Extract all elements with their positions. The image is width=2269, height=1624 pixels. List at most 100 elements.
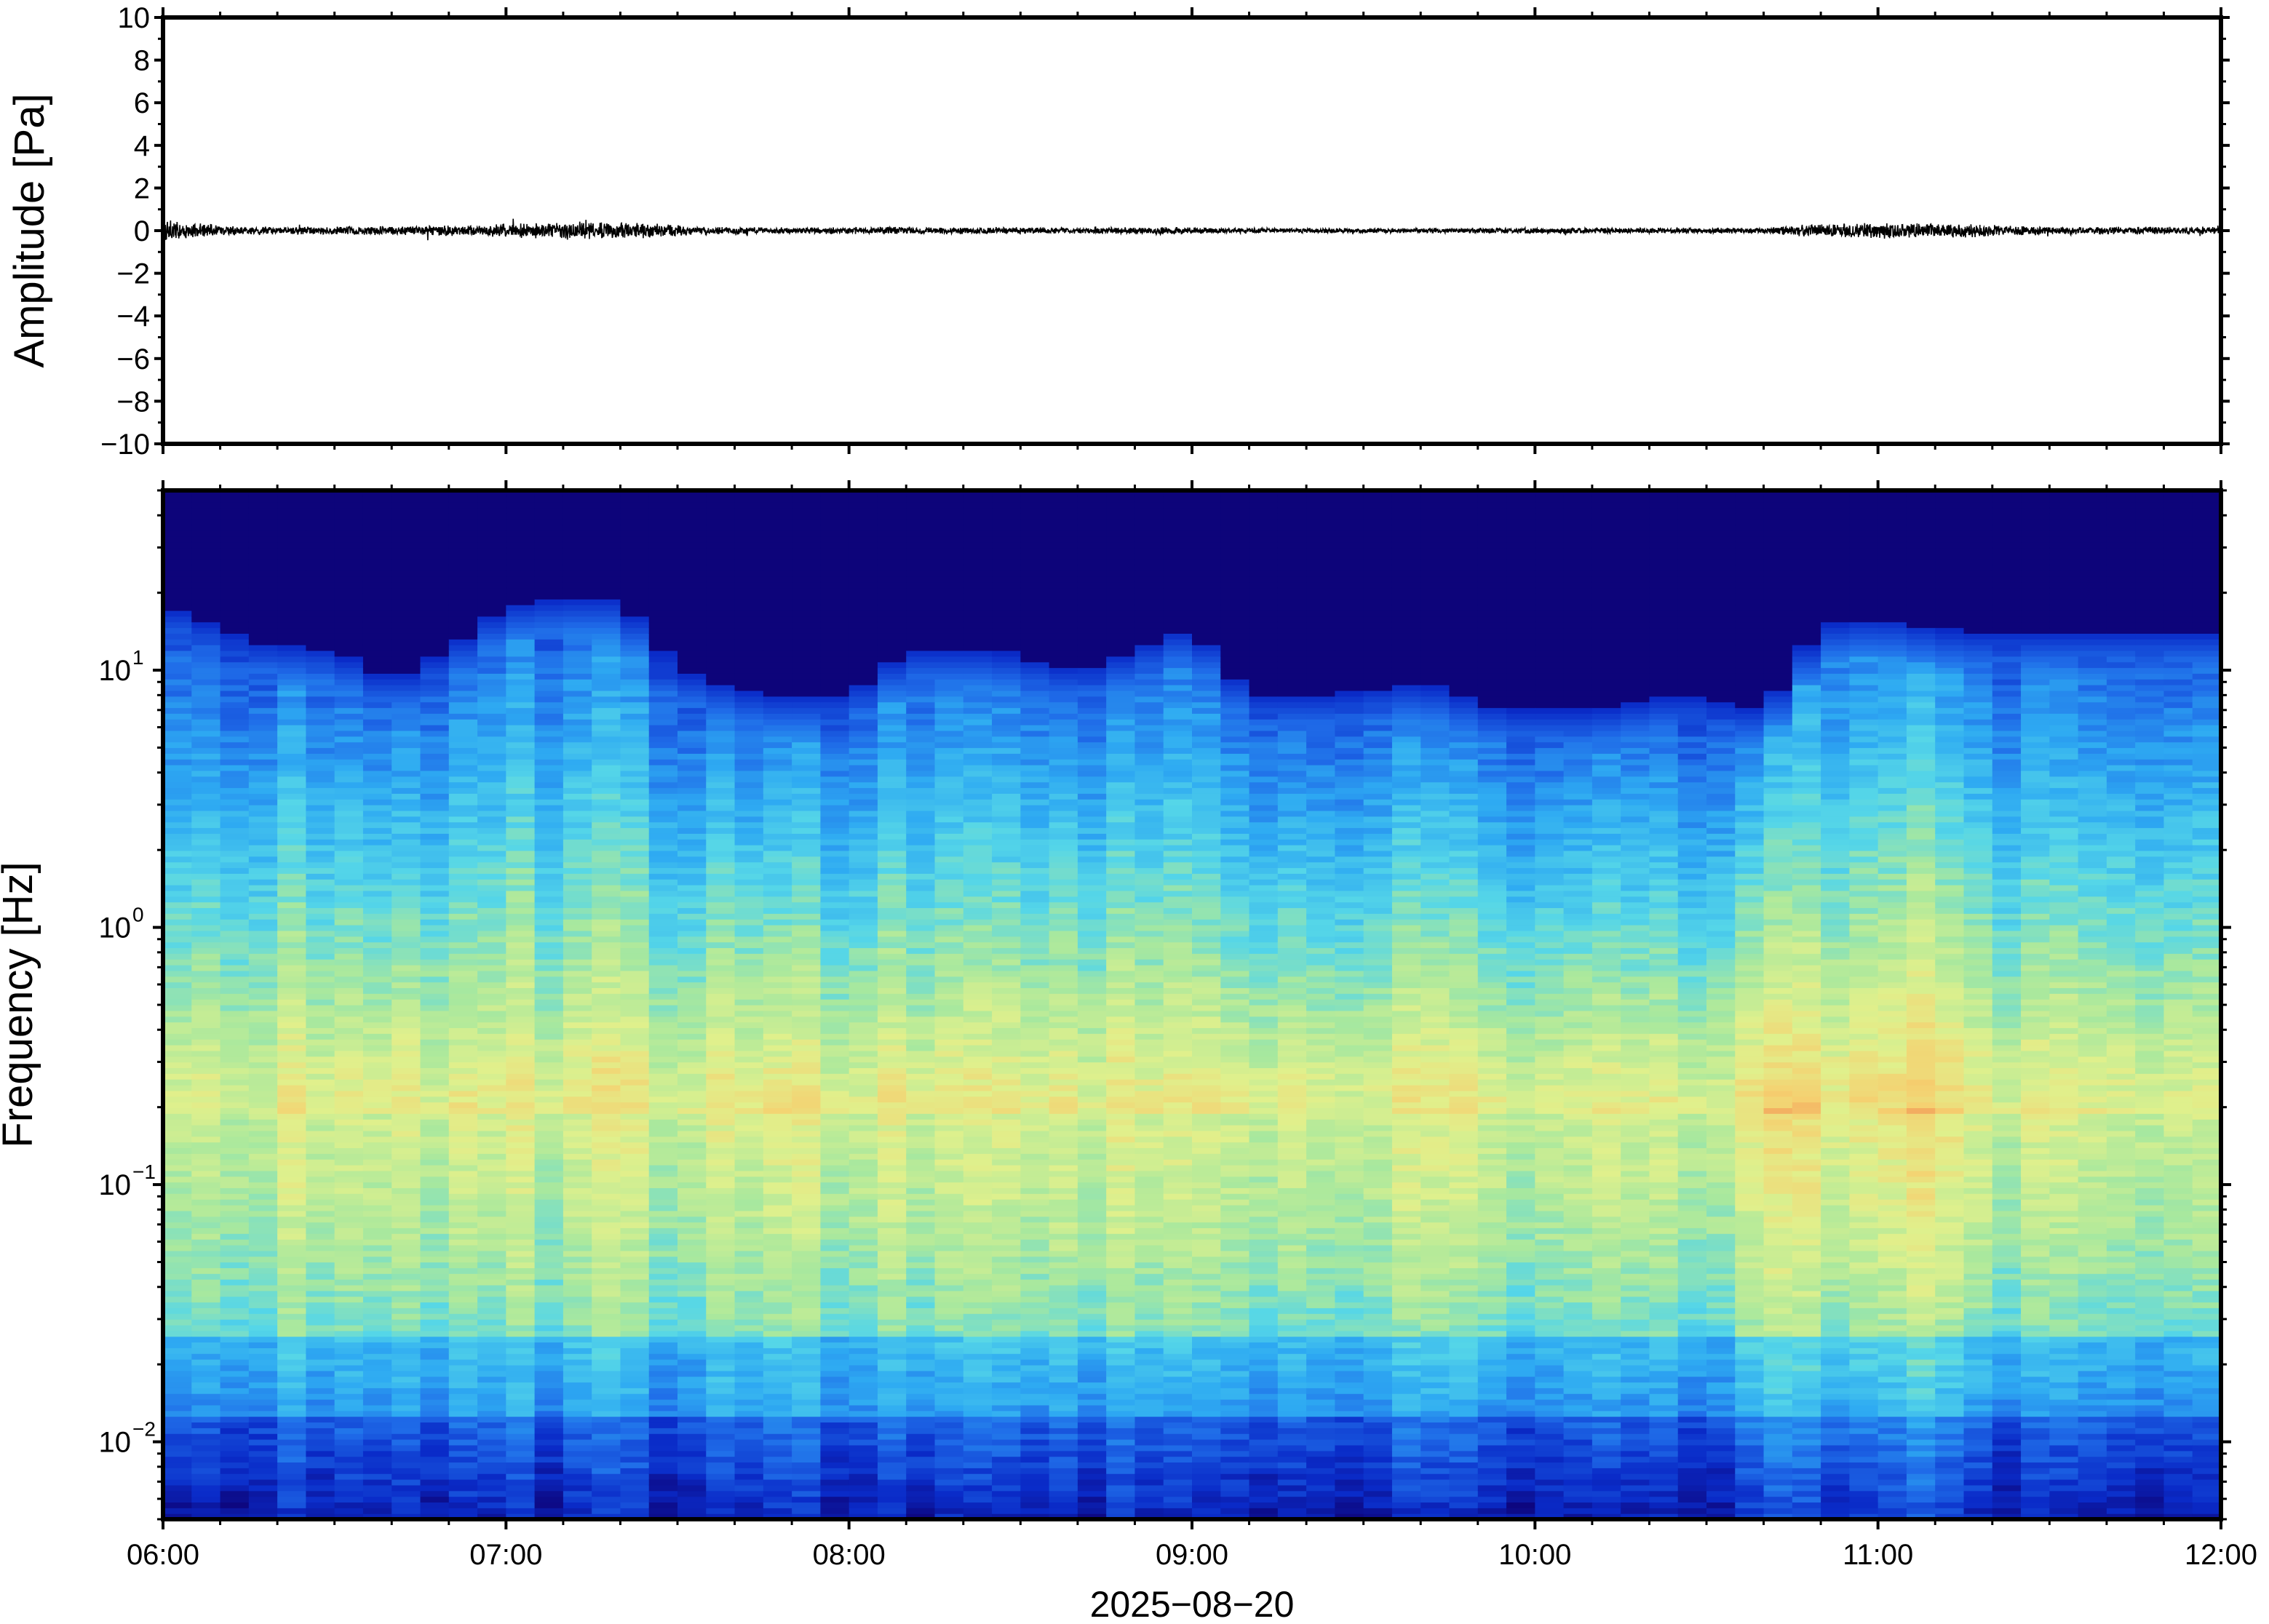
spectrogram-cell <box>906 1033 936 1040</box>
spectrogram-cell <box>820 719 850 725</box>
spectrogram-cell <box>220 1262 250 1268</box>
spectrogram-cell <box>792 970 821 977</box>
spectrogram-cell <box>163 970 192 977</box>
spectrogram-cell <box>763 685 792 691</box>
spectrogram-cell <box>792 747 821 754</box>
spectrogram-cell <box>792 1484 821 1492</box>
spectrogram-cell <box>734 1113 764 1120</box>
spectrogram-cell <box>706 781 736 789</box>
spectrogram-cell <box>448 570 478 577</box>
spectrogram-cell <box>906 1199 936 1206</box>
spectrogram-cell <box>506 513 536 520</box>
spectrogram-cell <box>792 1342 821 1348</box>
spectrogram-cell <box>506 1010 536 1017</box>
spectrogram-cell <box>506 1513 536 1519</box>
spectrogram-cell <box>277 587 306 594</box>
spectrogram-cell <box>877 1262 907 1268</box>
spectrogram-cell <box>677 519 707 525</box>
spectrogram-cell <box>877 947 907 954</box>
spectrogram-cell <box>506 1382 536 1388</box>
spectrogram-cell <box>563 1016 592 1023</box>
spectrogram-cell <box>620 759 650 765</box>
spectrogram-cell <box>648 1508 678 1514</box>
spectrogram-cell <box>820 587 850 594</box>
spectrogram-cell <box>220 536 250 543</box>
spectrogram-cell <box>563 519 592 525</box>
spectrogram-cell <box>620 530 650 537</box>
spectrogram-cell <box>220 1010 250 1017</box>
spectrogram-cell <box>392 690 421 697</box>
spectrogram-cell <box>763 490 792 497</box>
spectrogram-cell <box>506 565 536 571</box>
spectrogram-cell <box>734 1456 764 1463</box>
spectrogram-cell <box>277 1176 306 1183</box>
spectrogram-cell <box>792 1422 821 1428</box>
spectrogram-cell <box>906 1399 936 1406</box>
spectrogram-cell <box>334 1330 364 1337</box>
spectrogram-cell <box>220 581 250 589</box>
spectrogram-cell <box>563 1468 592 1474</box>
spectrogram-cell <box>392 495 421 503</box>
spectrogram-cell <box>477 696 506 703</box>
spectrogram-cell <box>648 1187 678 1194</box>
spectrogram-cell <box>734 1119 764 1126</box>
spectrogram-cell <box>334 1193 364 1200</box>
spectrogram-cell <box>592 1422 621 1428</box>
spectrogram-cell <box>420 1039 450 1046</box>
spectrogram-cell <box>163 1176 192 1183</box>
spectrogram-cell <box>763 827 792 834</box>
spectrogram-cell <box>248 599 278 605</box>
spectrogram-cell <box>792 627 821 634</box>
spectrogram-cell <box>734 685 764 691</box>
spectrogram-cell <box>248 1416 278 1423</box>
spectrogram-cell <box>220 1324 250 1332</box>
spectrogram-cell <box>191 621 221 629</box>
spectrogram-cell <box>877 1182 907 1188</box>
spectrogram-cell <box>877 1348 907 1354</box>
spectrogram-cell <box>648 696 678 703</box>
spectrogram-cell <box>191 565 221 571</box>
spectrogram-cell <box>362 1056 392 1063</box>
spectrogram-cell <box>448 1005 478 1011</box>
spectrogram-cell <box>592 827 621 834</box>
spectrogram-cell <box>306 507 335 514</box>
spectrogram-cell <box>648 490 678 497</box>
spectrogram-cell <box>306 1159 335 1166</box>
spectrogram-cell <box>163 1382 192 1388</box>
spectrogram-cell <box>849 1005 878 1011</box>
spectrogram-cell <box>392 1039 421 1046</box>
spectrogram-cell <box>362 936 392 943</box>
spectrogram-cell <box>877 570 907 577</box>
spectrogram-cell <box>792 1376 821 1383</box>
spectrogram-cell <box>420 1410 450 1417</box>
spectrogram-cell <box>448 1267 478 1274</box>
spectrogram-cell <box>191 1284 221 1291</box>
spectrogram-cell <box>392 765 421 771</box>
spectrogram-cell <box>248 1170 278 1177</box>
spectrogram-cell <box>477 559 506 565</box>
spectrogram-cell <box>706 547 736 554</box>
spectrogram-cell <box>163 1119 192 1126</box>
spectrogram-cell <box>420 1393 450 1400</box>
waveform-y-tick-label: −4 <box>116 300 150 333</box>
spectrogram-cell <box>448 553 478 560</box>
spectrogram-cell <box>906 1428 936 1434</box>
spectrogram-cell <box>849 1348 878 1354</box>
spectrogram-cell <box>563 1490 592 1497</box>
spectrogram-cell <box>877 816 907 823</box>
spectrogram-cell <box>191 1393 221 1400</box>
spectrogram-cell <box>820 1468 850 1474</box>
spectrogram-cell <box>362 627 392 634</box>
spectrogram-cell <box>362 747 392 754</box>
spectrogram-cell <box>220 959 250 966</box>
spectrogram-cell <box>763 879 792 885</box>
spectrogram-cell <box>706 799 736 805</box>
spectrogram-cell <box>248 901 278 909</box>
spectrogram-cell <box>792 667 821 674</box>
spectrogram-cell <box>534 707 564 714</box>
spectrogram-cell <box>849 507 878 514</box>
spectrogram-cell <box>563 1433 592 1440</box>
spectrogram-cell <box>648 845 678 851</box>
spectrogram-cell <box>792 490 821 497</box>
spectrogram-cell <box>334 770 364 777</box>
